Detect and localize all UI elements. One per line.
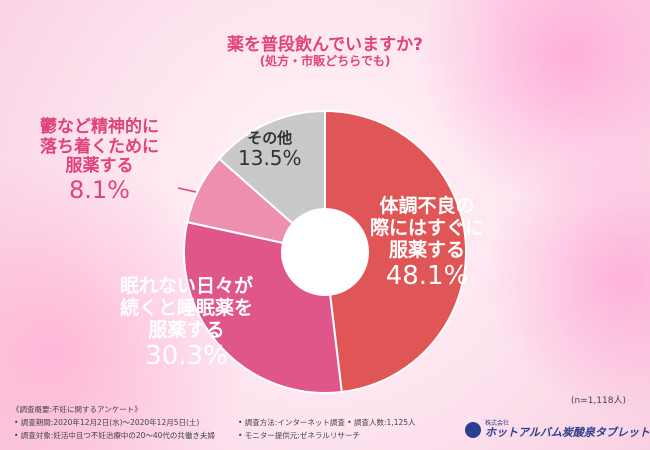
sample-size: (n=1,118人): [570, 396, 626, 406]
slice-label-other: その他 13.5%: [238, 129, 302, 171]
footnote-method: • 調査方法:インターネット調査 • 調査人数:1,125人: [238, 418, 416, 427]
company-logo: 株式会社 ホットアルバム炭酸泉タブレット: [465, 421, 650, 438]
slice-label-main-line1: 体調不良の: [379, 195, 475, 217]
footnote-period: • 調査期間:2020年12月2日(水)〜2020年12月5日(土): [14, 418, 200, 427]
slice-label-depression: 鬱など精神的に 落ち着くために 服薬する 8.1%: [40, 117, 159, 204]
footnote-target: • 調査対象:妊活中且つ不妊治療中の20〜40代の共働き夫婦: [14, 431, 215, 440]
logo-company-prefix: 株式会社: [485, 420, 510, 427]
pie-slices: [183, 109, 468, 394]
slice-label-sleep-line2: 続くと睡眠薬を: [120, 296, 254, 319]
slice-value-main: 48.1%: [385, 260, 469, 291]
slice-value-depression: 8.1%: [69, 175, 130, 204]
slice-label-sleep-line3: 服薬する: [148, 318, 225, 341]
slice-other: [217, 109, 326, 255]
slice-value-sleep: 30.3%: [145, 340, 228, 371]
footnote-provider: • モニター提供元:ゼネラルリサーチ: [238, 431, 360, 440]
slice-label-depression-line1: 鬱など精神的に: [40, 117, 159, 137]
donut-hole: [281, 208, 369, 296]
slice-value-other: 13.5%: [238, 146, 302, 171]
logo-mark-icon: [465, 421, 481, 438]
chart-subtitle: (処方・市販どちらでも): [259, 54, 391, 68]
logo-text: 株式会社 ホットアルバム炭酸泉タブレット: [485, 420, 650, 439]
slice-label-depression-line3: 服薬する: [65, 156, 134, 177]
slice-label-main: 体調不良の 際にはすぐに 服薬する 48.1%: [370, 195, 485, 291]
slice-label-main-line3: 服薬する: [389, 238, 466, 261]
slice-label-depression-line2: 落ち着くために: [40, 136, 159, 157]
leader-line: [177, 187, 197, 193]
slice-label-main-line2: 際にはすぐに: [370, 216, 485, 239]
slice-label-sleep-line1: 眠れない日々が: [120, 275, 254, 297]
footnote-overview: 《調査概要:不妊に関するアンケート》: [12, 405, 142, 414]
slice-main: [324, 109, 468, 394]
slice-label-sleep: 眠れない日々が 続くと睡眠薬を 服薬する 30.3%: [120, 275, 254, 371]
slice-label-other-line1: その他: [247, 129, 293, 147]
logo-company-name: ホットアルバム炭酸泉タブレット: [485, 426, 650, 439]
chart-title: 薬を普段飲んでいますか?: [226, 35, 423, 55]
